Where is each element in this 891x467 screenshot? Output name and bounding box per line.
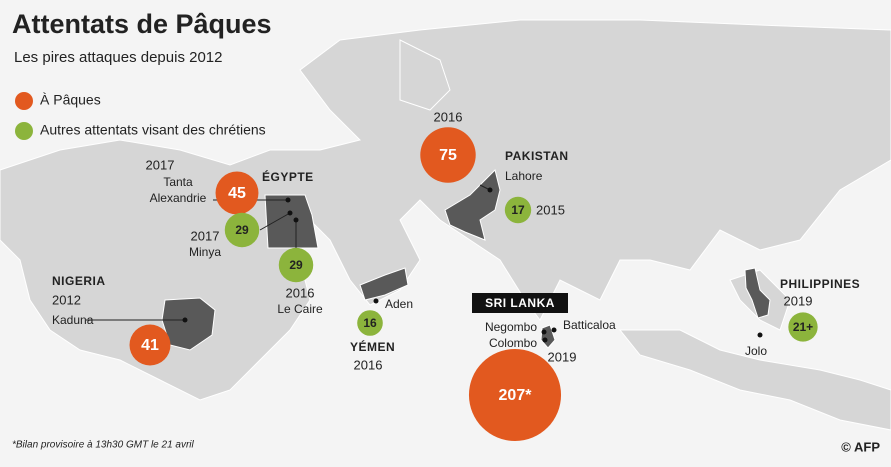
legend: À Pâques Autres attentats visant des chré… [15,92,266,140]
year-label: 2019 [784,293,813,308]
footnote: *Bilan provisoire à 13h30 GMT le 21 avri… [12,440,195,451]
city-label: Lahore [505,169,543,183]
leaders [86,184,763,343]
bubble [215,171,259,215]
subtitle: Les pires attaques depuis 2012 [14,49,222,66]
year-label: 2016 [286,285,315,300]
city-label: Le Caire [277,302,323,316]
bubble [129,324,171,366]
year-label: 2016 [434,109,463,124]
country-box [472,293,568,313]
bubble-label: 45 [228,185,246,202]
legend-swatch [15,92,33,110]
credit: © AFP [841,439,880,454]
year-label: 2015 [536,202,565,217]
year-label: 2016 [354,357,383,372]
bubble [278,247,314,283]
bubble [788,312,818,342]
bubble-label: 16 [363,316,377,330]
city-label: Colombo [489,336,537,350]
bubble [420,127,476,183]
city-label: Tanta [163,175,193,189]
city-label: Batticaloa [563,318,616,332]
city-label: Aden [385,297,413,311]
bubble-label: 21+ [793,320,813,334]
markers: 75 45 29 29 41 16 17 207* 21+ [129,127,818,442]
country-label: ÉGYPTE [262,169,314,184]
bubble-label: 29 [235,223,249,237]
country-label: PAKISTAN [505,149,569,163]
bubble-label: 207* [499,387,533,404]
year-label: 2017 [146,157,175,172]
bubble [357,310,383,336]
city-label: Kaduna [52,313,94,327]
legend-swatch [15,122,33,140]
year-label: 2019 [548,349,577,364]
bubble-label: 17 [511,203,525,217]
bubble [504,196,532,224]
year-label: 2012 [52,292,81,307]
bubble-label: 29 [289,258,303,272]
country-label: PHILIPPINES [780,277,860,291]
country-label: YÉMEN [350,339,395,354]
city-label: Negombo [485,320,537,334]
title: Attentats de Pâques [12,9,272,39]
city-label: Jolo [745,344,767,358]
country-label: NIGERIA [52,274,106,288]
bubble-label: 41 [141,337,159,354]
city-label: Minya [189,245,221,259]
bubble-label: 75 [439,147,457,164]
year-label: 2017 [191,228,220,243]
bubble [224,212,260,248]
city-label: Alexandrie [150,191,207,205]
bubble [468,348,562,442]
country-label: SRI LANKA [485,296,555,310]
legend-label: Autres attentats visant des chrétiens [40,122,266,138]
legend-label: À Pâques [40,92,101,108]
